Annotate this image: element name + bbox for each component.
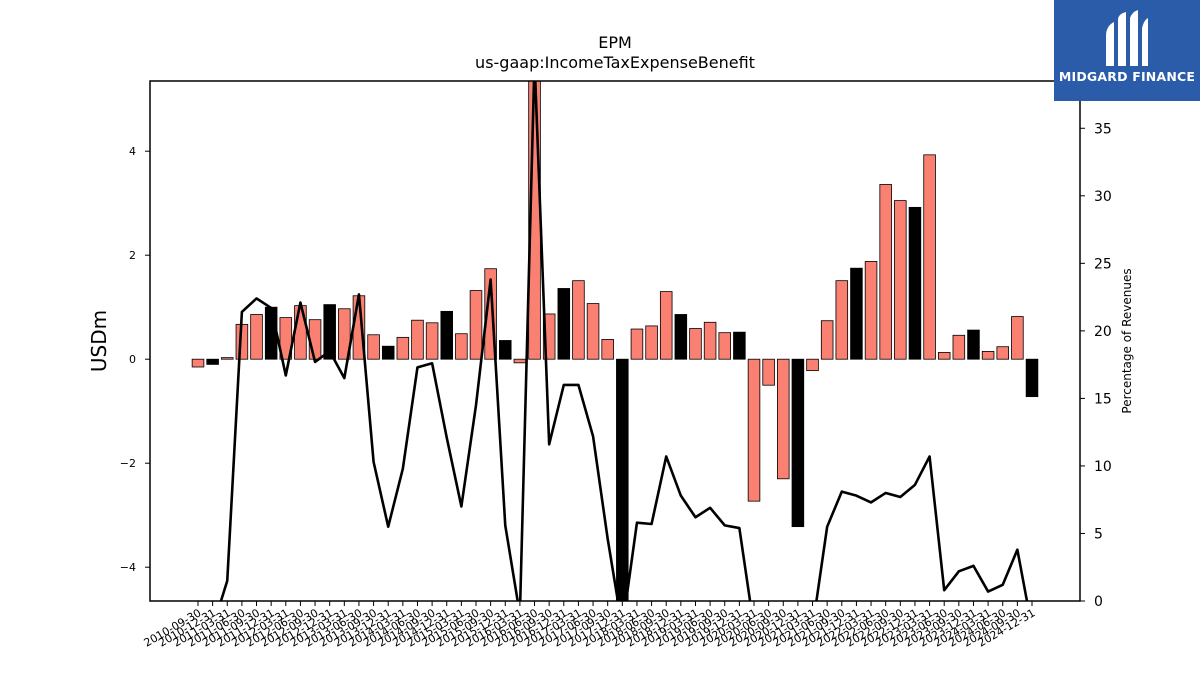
bar-2017-06-30 xyxy=(586,303,600,360)
bar-2020-06-30 xyxy=(762,358,775,386)
bar-2012-03-31 xyxy=(279,317,293,360)
y-axis-left: −4 −2 0 2 4 xyxy=(120,145,150,574)
bar-2018-12-31 xyxy=(674,314,688,360)
brand-name: MIDGARD FINANCE xyxy=(1058,69,1196,84)
bar-2017-09-30 xyxy=(601,339,614,360)
bar-2011-09-30 xyxy=(250,314,263,360)
bar-2019-06-30 xyxy=(703,321,717,360)
bar-2020-12-31 xyxy=(791,358,805,528)
bar-2023-06-30 xyxy=(937,352,951,360)
bar-2012-06-30 xyxy=(294,305,307,360)
y-axis-label: USDm xyxy=(87,310,111,372)
bar-2022-03-31 xyxy=(864,261,878,360)
y2-tick-label: 30 xyxy=(1094,189,1112,205)
bar-2017-12-31 xyxy=(616,358,629,601)
bar-2011-03-31 xyxy=(221,357,234,360)
brand-logo: MIDGARD FINANCE xyxy=(1054,0,1200,101)
bar-2010-09-30 xyxy=(191,358,205,368)
bar-2018-09-30 xyxy=(659,291,673,360)
bar-2014-03-31 xyxy=(396,336,410,360)
bar-2011-12-31 xyxy=(264,306,278,360)
y-tick-label: −4 xyxy=(120,561,136,574)
bar-2013-12-31 xyxy=(381,345,395,360)
bar-2012-09-30 xyxy=(308,319,322,360)
bar-2010-12-31 xyxy=(206,358,219,365)
bar-2022-12-31 xyxy=(908,206,922,360)
bar-2017-03-31 xyxy=(572,280,585,360)
bar-2023-03-31 xyxy=(923,154,936,360)
y-tick-label: 0 xyxy=(129,353,136,366)
bar-2022-09-30 xyxy=(894,200,907,360)
bar-2022-06-30 xyxy=(879,184,892,360)
bar-2020-09-30 xyxy=(777,358,790,480)
bar-2023-12-31 xyxy=(967,329,980,360)
y2-tick-label: 15 xyxy=(1094,391,1112,407)
bar-2015-06-30 xyxy=(469,290,483,360)
chart-title: EPM xyxy=(598,33,632,52)
y2-axis-label: Percentage of Revenues xyxy=(1120,268,1134,413)
bar-2019-12-31 xyxy=(733,331,746,360)
bar-2019-03-31 xyxy=(689,328,702,360)
bar-2016-12-31 xyxy=(557,288,571,360)
line-layer xyxy=(219,81,1029,601)
bar-2014-12-31 xyxy=(440,310,453,360)
bar-2018-06-30 xyxy=(645,325,658,360)
bar-2019-09-30 xyxy=(718,332,731,360)
y2-tick-label: 10 xyxy=(1094,459,1112,475)
y2-tick-label: 5 xyxy=(1094,526,1103,542)
bar-2015-09-30 xyxy=(484,268,497,360)
bar-2012-12-31 xyxy=(323,304,336,360)
bar-2021-03-31 xyxy=(806,358,819,372)
bar-2021-09-30 xyxy=(835,280,849,360)
bar-2013-09-30 xyxy=(367,334,380,360)
bar-2020-03-31 xyxy=(747,358,761,502)
bar-2024-12-31 xyxy=(1025,358,1039,398)
bar-2024-06-30 xyxy=(996,346,1009,360)
y-tick-label: 2 xyxy=(129,249,136,262)
bar-2014-06-30 xyxy=(411,319,424,360)
y2-tick-label: 0 xyxy=(1094,594,1103,610)
bar-2023-09-30 xyxy=(952,334,966,360)
bar-2016-03-31 xyxy=(513,358,527,364)
y-tick-label: −2 xyxy=(120,457,136,470)
bar-2014-09-30 xyxy=(425,322,439,360)
y2-tick-label: 35 xyxy=(1094,121,1112,137)
bar-2024-03-31 xyxy=(981,350,995,360)
y2-tick-label: 25 xyxy=(1094,256,1112,272)
bar-2015-12-31 xyxy=(499,340,512,360)
bar-2021-06-30 xyxy=(820,320,834,360)
y-tick-label: 4 xyxy=(129,145,136,158)
bar-2015-03-31 xyxy=(455,333,468,360)
y2-tick-label: 20 xyxy=(1094,324,1112,340)
bar-2021-12-31 xyxy=(850,267,863,360)
revenue-percentage-line xyxy=(219,81,1029,601)
bar-2016-09-30 xyxy=(542,313,556,360)
bar-2024-09-30 xyxy=(1011,316,1024,360)
midgard-logo-icon xyxy=(1106,10,1148,66)
x-axis: 2010-09-302010-12-312011-03-312011-06-30… xyxy=(142,601,1038,650)
y-axis-right: 0 5 10 15 20 25 30 35 xyxy=(1080,121,1112,610)
bars-layer xyxy=(191,81,1039,601)
plot-frame xyxy=(149,80,1081,602)
bar-2018-03-31 xyxy=(630,328,644,360)
chart-subtitle: us-gaap:IncomeTaxExpenseBenefit xyxy=(475,53,755,72)
bar-2013-03-31 xyxy=(338,308,351,360)
